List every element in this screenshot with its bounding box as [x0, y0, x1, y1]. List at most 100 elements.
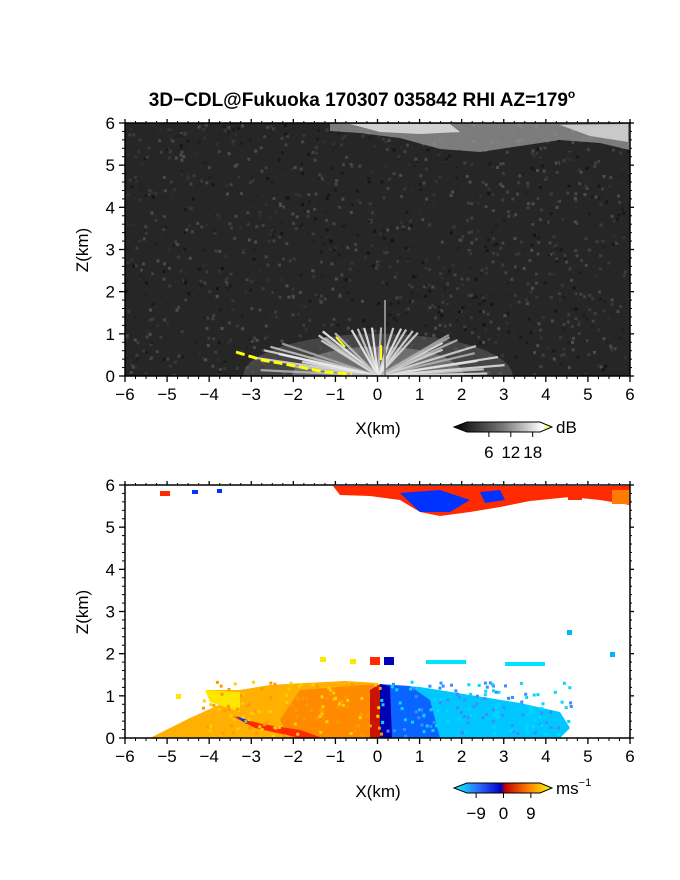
velocity-pixel [483, 693, 487, 697]
noise-pixel [419, 174, 423, 178]
noise-pixel [241, 250, 245, 254]
noise-pixel [281, 151, 285, 155]
x-tick-label: 6 [625, 385, 634, 404]
noise-pixel [513, 294, 517, 297]
noise-pixel [503, 218, 507, 222]
noise-pixel [369, 220, 373, 224]
mid-speck-9 [176, 694, 181, 699]
noise-pixel [628, 174, 630, 177]
mid-speck-4 [384, 657, 394, 665]
noise-pixel [381, 229, 385, 233]
noise-pixel [128, 133, 132, 137]
noise-pixel [338, 294, 342, 298]
noise-pixel [199, 280, 203, 283]
fan-ray [377, 364, 505, 376]
velocity-pixel [341, 703, 345, 707]
noise-pixel [235, 361, 239, 365]
noise-pixel [619, 217, 623, 221]
velocity-pixel-texture [202, 680, 573, 738]
noise-pixel [526, 202, 530, 206]
noise-pixel [299, 167, 303, 171]
noise-pixel [250, 307, 254, 311]
velocity-pixel [206, 725, 210, 729]
velocity-pixel [377, 706, 381, 710]
velocity-pixel [332, 688, 336, 692]
velocity-pixel [227, 708, 231, 711]
noise-pixel [549, 212, 553, 216]
velocity-pixel [467, 707, 471, 711]
noise-pixel [496, 253, 500, 257]
velocity-pixel [420, 723, 424, 727]
velocity-pixel [299, 683, 303, 686]
velocity-pixel [525, 696, 529, 699]
noise-pixel [195, 341, 199, 345]
noise-pixel [546, 140, 549, 144]
colorbar-bar [452, 421, 554, 433]
velocity-pixel [435, 724, 438, 728]
noise-pixel [130, 185, 134, 189]
noise-pixel [470, 230, 474, 234]
noise-pixel [154, 214, 158, 218]
velocity-pixel [420, 708, 424, 712]
noise-pixel [373, 144, 377, 148]
noise-pixel [350, 203, 354, 206]
velocity-pixel [209, 703, 213, 707]
x-tick-label: 5 [583, 385, 592, 404]
noise-pixel [482, 310, 485, 314]
noise-pixel [332, 222, 336, 226]
noise-pixel [348, 317, 352, 321]
noise-pixel [552, 349, 556, 353]
velocity-pixel [464, 730, 468, 733]
noise-pixel [261, 195, 265, 199]
noise-pixel [373, 329, 377, 333]
noise-pixel [205, 270, 209, 274]
noise-pixel [349, 211, 353, 214]
noise-pixel [385, 164, 388, 168]
noise-pixel [212, 227, 216, 231]
velocity-pixel [495, 716, 499, 720]
noise-pixel [150, 341, 154, 345]
noise-pixel [316, 137, 319, 141]
noise-pixel [179, 144, 183, 148]
noise-pixel [599, 231, 603, 235]
velocity-pixel [398, 701, 402, 705]
noise-pixel [135, 246, 139, 250]
noise-pixel [612, 219, 616, 223]
velocity-pixel [349, 732, 353, 735]
velocity-pixel [540, 707, 544, 711]
noise-pixel [530, 350, 533, 354]
noise-pixel [328, 248, 332, 252]
noise-pixel [537, 322, 541, 326]
noise-pixel [156, 324, 160, 328]
noise-pixel [233, 236, 237, 240]
velocity-pixel [329, 688, 332, 692]
noise-pixel [547, 253, 551, 257]
noise-pixel [510, 277, 514, 281]
velocity-pixel [544, 732, 548, 736]
noise-pixel [407, 257, 410, 261]
noise-pixel [149, 308, 152, 312]
noise-pixel [175, 134, 179, 138]
noise-pixel [232, 127, 236, 131]
noise-pixel [291, 167, 295, 171]
velocity-pixel [469, 714, 473, 718]
velocity-pixel [376, 714, 380, 718]
noise-pixel [162, 176, 166, 179]
noise-pixel [311, 239, 315, 243]
noise-pixel [526, 302, 529, 306]
noise-pixel [616, 240, 620, 243]
velocity-pixel [253, 709, 257, 713]
noise-pixel [251, 271, 255, 275]
noise-pixel [443, 328, 447, 332]
noise-pixel [548, 241, 552, 245]
noise-pixel [200, 179, 204, 183]
noise-pixel [184, 281, 187, 285]
noise-pixel [432, 336, 436, 339]
noise-pixel [278, 202, 282, 206]
noise-pixel [172, 244, 176, 247]
noise-pixel [135, 180, 139, 184]
noise-pixel [468, 303, 472, 307]
noise-pixel [448, 331, 452, 335]
noise-pixel [188, 131, 192, 135]
